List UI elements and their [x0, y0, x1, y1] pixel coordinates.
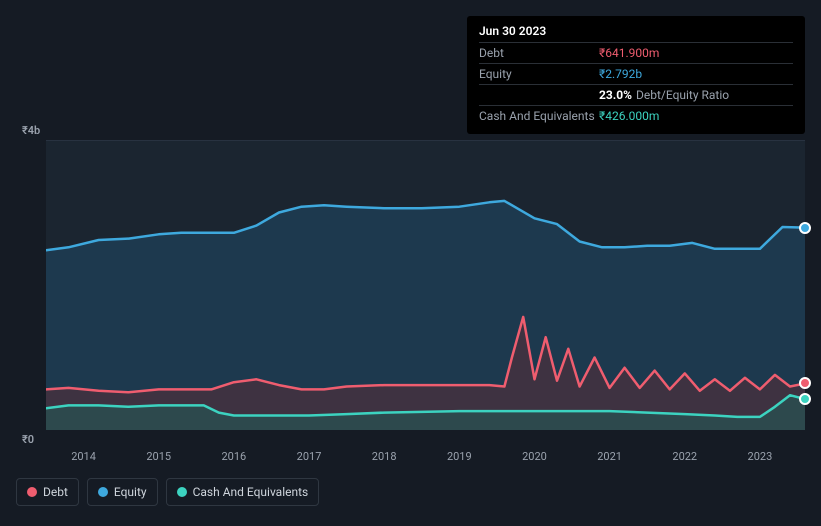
y-axis-min-label: ₹0 [22, 433, 34, 446]
y-axis-max-label: ₹4b [22, 124, 40, 137]
legend-label: Cash And Equivalents [193, 485, 309, 499]
x-axis-tick: 2015 [146, 450, 171, 463]
chart-area: ₹4b ₹0 [16, 126, 805, 444]
tooltip-value: ₹641.900m [599, 46, 659, 60]
legend-item[interactable]: Equity [87, 478, 158, 506]
series-end-marker[interactable] [799, 377, 811, 389]
legend-swatch [27, 487, 37, 497]
tooltip-label: Equity [479, 67, 599, 81]
x-axis-tick: 2022 [672, 450, 697, 463]
tooltip-label: Debt [479, 46, 599, 60]
tooltip-date: Jun 30 2023 [479, 24, 793, 38]
tooltip-value: 23.0%Debt/Equity Ratio [599, 88, 729, 102]
tooltip-row: 23.0%Debt/Equity Ratio [479, 84, 793, 105]
legend-label: Equity [114, 485, 147, 499]
series-end-marker[interactable] [799, 393, 811, 405]
legend-item[interactable]: Debt [16, 478, 79, 506]
x-axis-tick: 2020 [522, 450, 547, 463]
x-axis-tick: 2019 [447, 450, 472, 463]
chart-legend: Debt Equity Cash And Equivalents [16, 478, 319, 506]
x-axis-tick: 2016 [221, 450, 246, 463]
x-axis-tick: 2017 [297, 450, 322, 463]
x-axis: 2014 2015 2016 2017 2018 2019 2020 2021 2022 2023 [46, 450, 805, 466]
chart-plot[interactable] [46, 140, 805, 430]
tooltip-label: Cash And Equivalents [479, 109, 599, 123]
x-axis-tick: 2023 [748, 450, 773, 463]
tooltip-row: Equity₹2.792b [479, 63, 793, 84]
legend-item[interactable]: Cash And Equivalents [166, 478, 320, 506]
legend-swatch [98, 487, 108, 497]
x-axis-tick: 2014 [71, 450, 96, 463]
tooltip-label [479, 88, 599, 102]
tooltip-value: ₹426.000m [599, 109, 659, 123]
chart-tooltip: Jun 30 2023 Debt₹641.900mEquity₹2.792b23… [467, 16, 805, 134]
tooltip-value: ₹2.792b [599, 67, 642, 81]
tooltip-row: Debt₹641.900m [479, 42, 793, 63]
legend-label: Debt [43, 485, 68, 499]
series-end-marker[interactable] [799, 222, 811, 234]
x-axis-tick: 2018 [372, 450, 397, 463]
tooltip-row: Cash And Equivalents₹426.000m [479, 105, 793, 126]
legend-swatch [177, 487, 187, 497]
x-axis-tick: 2021 [597, 450, 622, 463]
